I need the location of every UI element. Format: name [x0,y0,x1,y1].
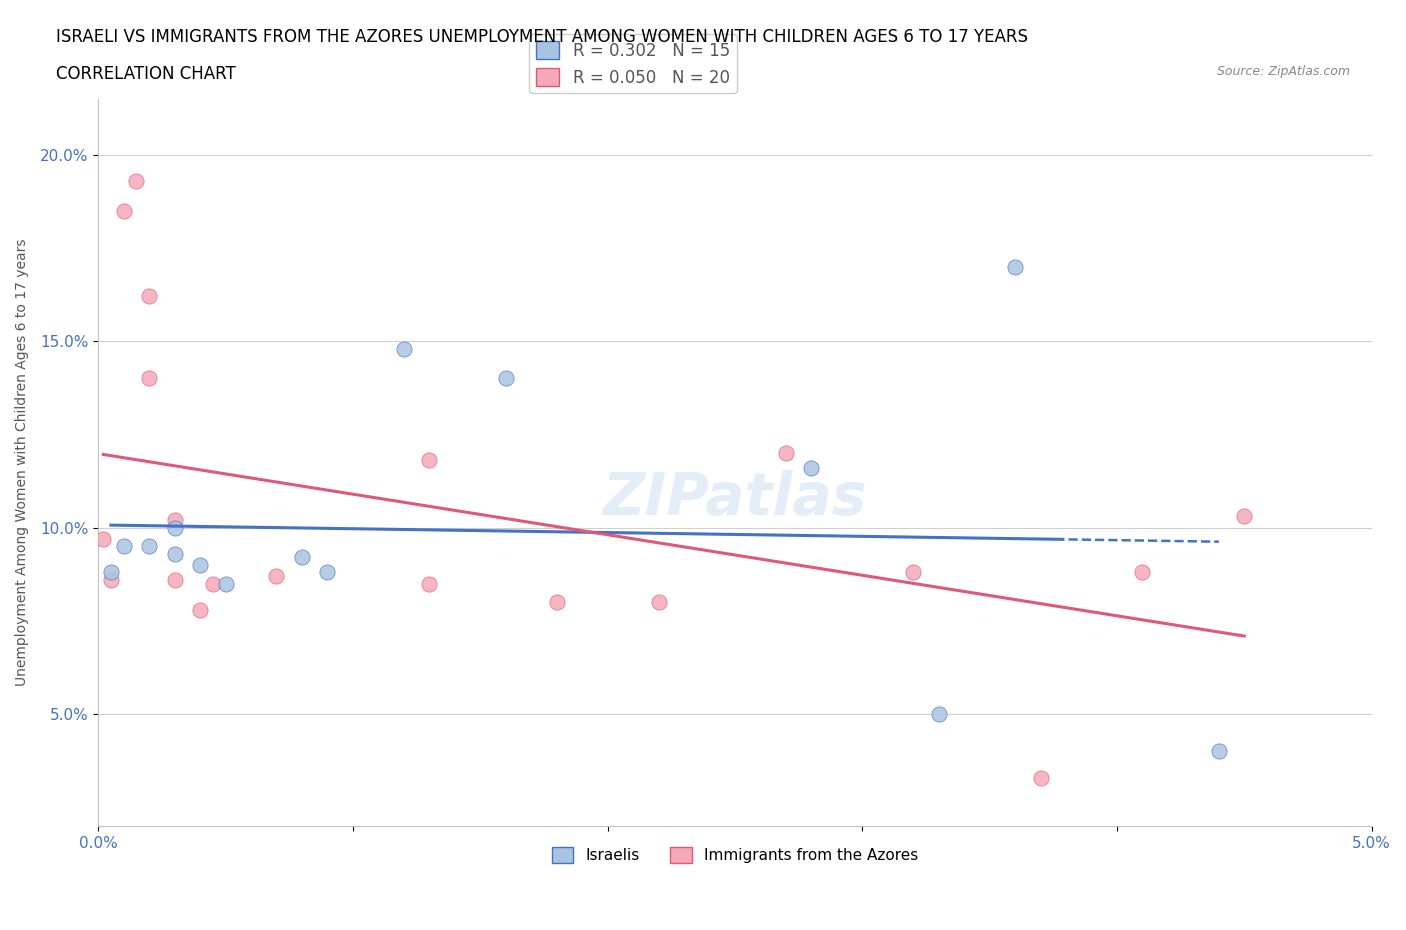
Point [138,538,160,553]
Point [291,550,314,565]
Point [100,572,122,587]
Point [647,595,669,610]
Point [928,707,950,722]
Y-axis label: Unemployment Among Women with Children Ages 6 to 17 years: Unemployment Among Women with Children A… [15,239,30,686]
Legend: Israelis, Immigrants from the Azores: Israelis, Immigrants from the Azores [546,841,924,870]
Point [112,203,135,218]
Point [418,576,440,591]
Point [1208,744,1230,759]
Point [1004,259,1026,274]
Point [214,576,236,591]
Point [188,557,211,572]
Point [125,173,148,188]
Point [138,289,160,304]
Text: CORRELATION CHART: CORRELATION CHART [56,65,236,83]
Point [91,531,114,546]
Text: Source: ZipAtlas.com: Source: ZipAtlas.com [1216,65,1350,78]
Point [163,520,186,535]
Point [546,595,568,610]
Point [188,603,211,618]
Point [163,572,186,587]
Point [112,538,135,553]
Text: ZIPatlas: ZIPatlas [603,471,868,527]
Text: ISRAELI VS IMMIGRANTS FROM THE AZORES UNEMPLOYMENT AMONG WOMEN WITH CHILDREN AGE: ISRAELI VS IMMIGRANTS FROM THE AZORES UN… [56,28,1028,46]
Point [163,546,186,561]
Point [1029,770,1052,785]
Point [392,341,415,356]
Point [901,565,924,579]
Point [1233,509,1256,524]
Point [775,445,797,460]
Point [201,576,224,591]
Point [800,460,823,475]
Point [1132,565,1154,579]
Point [418,453,440,468]
Point [495,371,517,386]
Point [138,371,160,386]
Point [266,568,288,583]
Point [316,565,339,579]
Point [163,512,186,527]
Point [100,565,122,579]
